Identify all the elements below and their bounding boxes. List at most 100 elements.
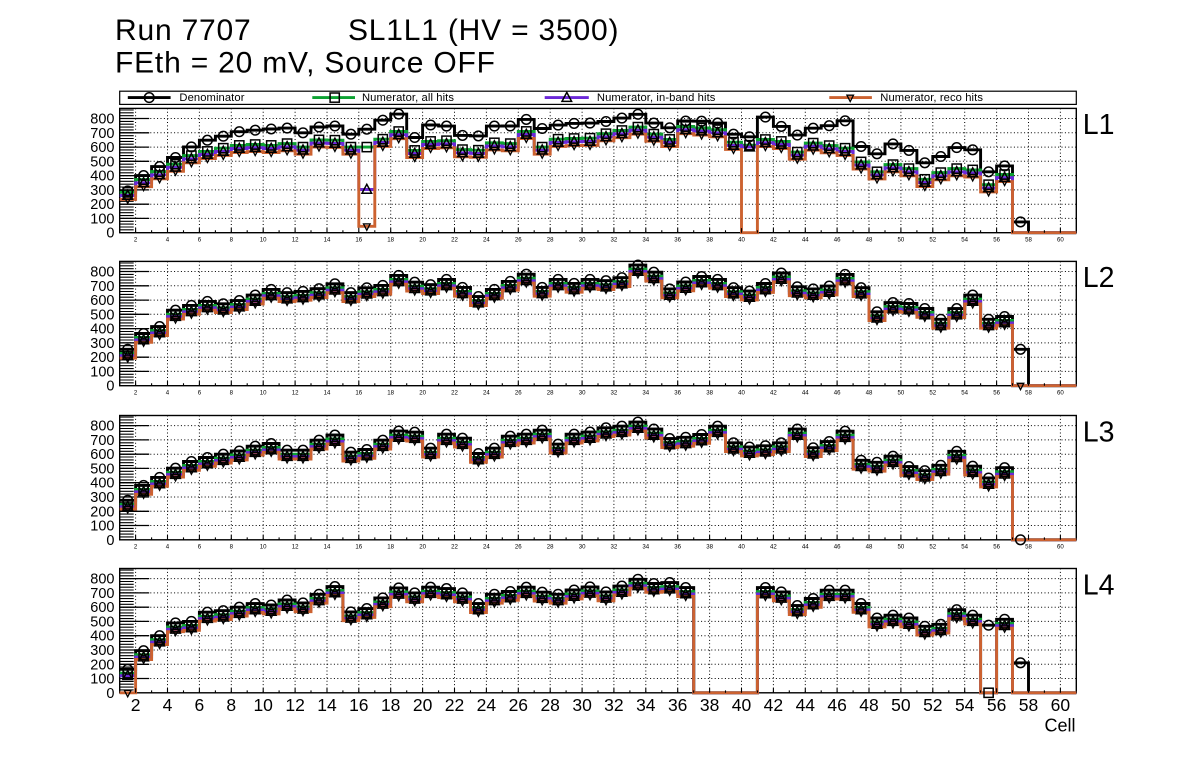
svg-text:22: 22: [445, 695, 464, 715]
svg-text:400: 400: [90, 322, 114, 338]
svg-text:20: 20: [419, 544, 426, 551]
svg-text:300: 300: [90, 490, 114, 506]
svg-text:20: 20: [419, 237, 426, 244]
svg-text:58: 58: [1019, 695, 1038, 715]
svg-text:46: 46: [834, 237, 841, 244]
svg-text:38: 38: [706, 544, 713, 551]
svg-text:0: 0: [106, 379, 114, 395]
svg-text:400: 400: [90, 629, 114, 645]
svg-text:Numerator, in-band hits: Numerator, in-band hits: [597, 92, 716, 104]
svg-text:38: 38: [706, 237, 713, 244]
svg-text:22: 22: [451, 390, 458, 397]
svg-text:FEth = 20 mV, Source OFF: FEth = 20 mV, Source OFF: [115, 47, 496, 80]
svg-text:54: 54: [961, 237, 968, 244]
svg-text:34: 34: [642, 390, 649, 397]
svg-text:L2: L2: [1083, 262, 1115, 294]
svg-text:30: 30: [579, 237, 586, 244]
svg-text:100: 100: [90, 364, 114, 380]
svg-text:36: 36: [668, 695, 687, 715]
svg-text:26: 26: [515, 237, 522, 244]
svg-text:24: 24: [483, 237, 490, 244]
svg-text:4: 4: [166, 237, 170, 244]
svg-text:44: 44: [802, 237, 809, 244]
svg-text:14: 14: [324, 390, 331, 397]
svg-text:16: 16: [355, 237, 362, 244]
svg-text:60: 60: [1057, 390, 1064, 397]
svg-text:6: 6: [198, 390, 202, 397]
svg-text:56: 56: [993, 390, 1000, 397]
svg-text:54: 54: [961, 390, 968, 397]
svg-text:34: 34: [642, 544, 649, 551]
svg-text:Cell: Cell: [1044, 716, 1075, 736]
svg-text:6: 6: [198, 544, 202, 551]
svg-text:52: 52: [929, 544, 936, 551]
svg-text:L1: L1: [1083, 109, 1115, 141]
svg-text:18: 18: [381, 695, 400, 715]
svg-text:300: 300: [90, 183, 114, 199]
svg-text:50: 50: [898, 237, 905, 244]
svg-text:44: 44: [796, 695, 816, 715]
svg-text:42: 42: [770, 544, 777, 551]
svg-text:6: 6: [198, 237, 202, 244]
svg-text:12: 12: [292, 390, 299, 397]
svg-text:Denominator: Denominator: [179, 92, 244, 104]
svg-text:46: 46: [827, 695, 846, 715]
svg-text:200: 200: [90, 197, 114, 213]
svg-text:16: 16: [355, 390, 362, 397]
svg-text:32: 32: [611, 544, 618, 551]
svg-text:14: 14: [324, 544, 331, 551]
svg-text:10: 10: [260, 390, 267, 397]
svg-text:18: 18: [387, 544, 394, 551]
svg-text:54: 54: [955, 695, 975, 715]
svg-text:500: 500: [90, 154, 114, 170]
svg-text:8: 8: [226, 695, 236, 715]
svg-text:32: 32: [611, 237, 618, 244]
svg-text:52: 52: [929, 390, 936, 397]
svg-text:58: 58: [1025, 544, 1032, 551]
svg-text:400: 400: [90, 476, 114, 492]
svg-text:48: 48: [866, 390, 873, 397]
svg-text:20: 20: [419, 390, 426, 397]
svg-text:24: 24: [483, 544, 490, 551]
svg-text:700: 700: [90, 126, 114, 142]
svg-text:Run 7707: Run 7707: [115, 14, 252, 47]
svg-text:48: 48: [859, 695, 878, 715]
svg-text:16: 16: [349, 695, 368, 715]
svg-text:700: 700: [90, 279, 114, 295]
svg-text:100: 100: [90, 672, 114, 688]
svg-text:600: 600: [90, 600, 114, 616]
svg-text:4: 4: [163, 695, 173, 715]
svg-text:2: 2: [131, 695, 141, 715]
svg-text:42: 42: [764, 695, 783, 715]
svg-text:L3: L3: [1083, 416, 1115, 448]
svg-text:200: 200: [90, 504, 114, 520]
svg-text:10: 10: [260, 544, 267, 551]
svg-text:18: 18: [387, 237, 394, 244]
svg-text:58: 58: [1025, 237, 1032, 244]
svg-text:28: 28: [547, 237, 554, 244]
svg-text:44: 44: [802, 390, 809, 397]
svg-text:50: 50: [891, 695, 911, 715]
svg-text:100: 100: [90, 211, 114, 227]
svg-text:L4: L4: [1083, 569, 1115, 601]
svg-text:400: 400: [90, 169, 114, 185]
svg-text:46: 46: [834, 390, 841, 397]
svg-text:40: 40: [732, 695, 752, 715]
svg-text:40: 40: [738, 390, 745, 397]
svg-text:4: 4: [166, 544, 170, 551]
svg-text:42: 42: [770, 237, 777, 244]
svg-text:40: 40: [738, 237, 745, 244]
svg-text:52: 52: [923, 695, 942, 715]
svg-text:200: 200: [90, 657, 114, 673]
svg-text:50: 50: [898, 390, 905, 397]
svg-text:26: 26: [509, 695, 528, 715]
svg-text:600: 600: [90, 140, 114, 156]
svg-text:50: 50: [898, 544, 905, 551]
svg-text:700: 700: [90, 433, 114, 449]
svg-text:800: 800: [90, 265, 114, 281]
svg-text:56: 56: [987, 695, 1006, 715]
svg-text:60: 60: [1057, 237, 1064, 244]
svg-text:60: 60: [1051, 695, 1071, 715]
svg-text:800: 800: [90, 572, 114, 588]
svg-text:100: 100: [90, 519, 114, 535]
